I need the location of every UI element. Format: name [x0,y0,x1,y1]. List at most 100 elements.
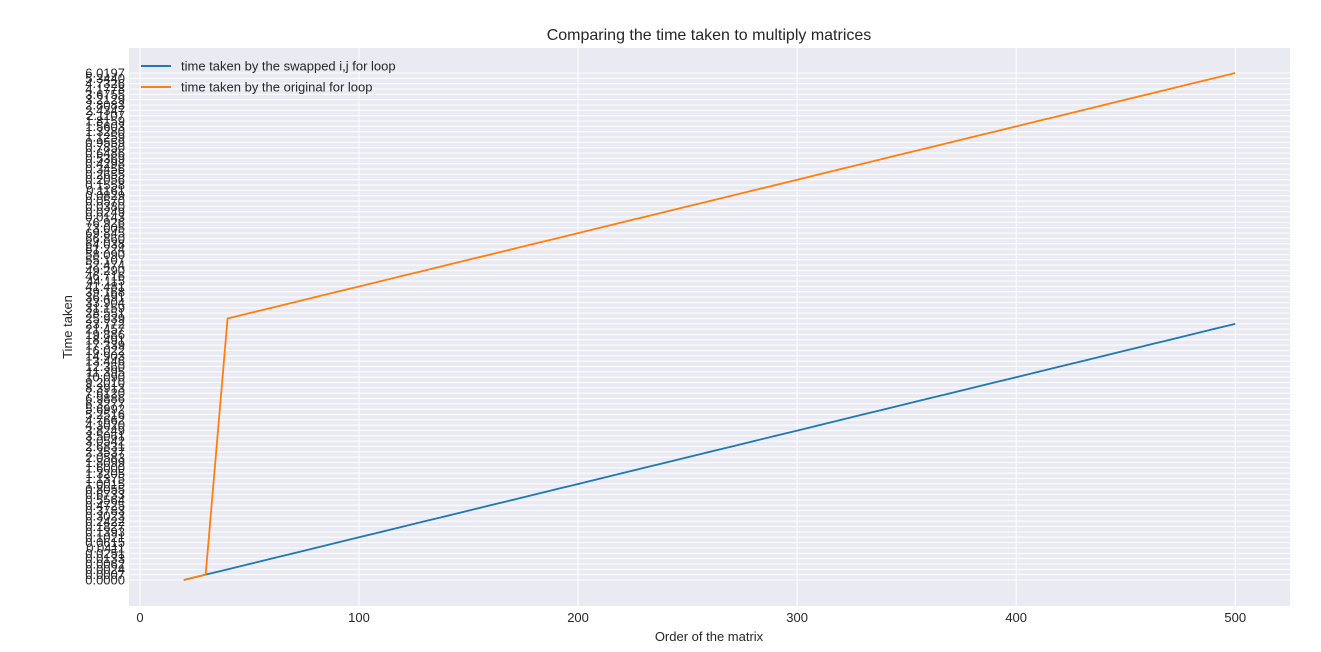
y-tick-label: 0.5564 [85,492,125,507]
y-tick-label: 23.772 [85,316,125,331]
y-tick-label: 6.0197 [85,66,125,81]
y-tick-label: 11.395 [86,364,125,379]
y-tick-label: 46.716 [85,268,125,283]
y-tick-label: 0.0615 [85,535,125,550]
y-tick-label: 9.2010 [85,375,125,390]
y-tick-label: 0.0570 [85,194,125,209]
y-tick-label: 0.3783 [85,503,125,518]
y-tick-label: 2.8083 [85,98,125,113]
y-tick-label: 76.926 [85,215,125,230]
y-tick-label: 39.168 [85,284,125,299]
y-tick-label: 1.6000 [85,460,125,475]
x-tick-label: 400 [1005,610,1027,625]
y-tick-label: 4.7662 [85,412,125,427]
y-tick-label: 18.491 [85,332,125,347]
y-tick-label: 1.0015 [85,476,125,491]
x-tick-label: 300 [786,610,808,625]
y-tick-label: 1.8159 [85,114,125,129]
y-tick-label: 16.022 [85,343,125,358]
y-tick-label: 1.1259 [85,130,125,145]
y-tick-label: 4.7326 [85,76,125,91]
y-tick-label: 0.1161 [86,183,125,198]
legend: time taken by the swapped i,j for loop ti… [141,59,396,95]
y-tick-label: 0.0062 [85,556,125,571]
y-tick-label: 73.005 [85,220,125,235]
y-tick-label: 0.3456 [85,162,125,177]
y-tick-label: 7.6120 [85,386,125,401]
y-tick-label: 0.1827 [85,519,125,534]
x-tick-label: 500 [1224,610,1246,625]
y-tick-label: 36.491 [85,290,125,305]
y-tick-label: 2.0583 [85,450,125,465]
y-tick-label: 3.6755 [85,87,125,102]
y-tick-label: 0.2056 [85,172,125,187]
series-line-0 [183,322,1236,581]
y-tick-label: 0.2422 [85,514,125,529]
y-tick-label: 55.107 [85,252,125,267]
y-tick-label: 0.6486 [85,146,125,161]
y-tick-label: 49.290 [85,263,125,278]
y-tick-label: 3.0542 [85,434,125,449]
y-tick-label: 3.5061 [85,428,125,443]
y-tick-label: 0.7850 [85,140,125,155]
y-tick-label: 2.4347 [85,103,125,118]
y-tick-label: 58.090 [85,247,125,262]
y-tick-label: 8.3913 [85,380,125,395]
x-tick-label: 200 [567,610,589,625]
y-tick-label: 3.8249 [85,423,125,438]
series-lines [183,72,1236,581]
y-tick-label: 0.0007 [85,567,125,582]
y-tick-label: 12.360 [85,359,125,374]
series-line-1 [183,72,1236,581]
y-tick-label: 0.1021 [85,530,125,545]
y-tick-label: 61.224 [85,242,125,257]
y-tick-label: 21.457 [85,322,125,337]
y-tick-label: 0.9559 [85,135,125,150]
chart-title: Comparing the time taken to multiply mat… [547,27,872,44]
x-axis-label: Order of the matrix [655,629,764,644]
y-tick-label: 0.0133 [85,551,125,566]
y-tick-label: 2.1107 [86,108,125,123]
y-tick-label: 19.886 [85,327,125,342]
y-tick-label: 52.474 [85,258,125,273]
x-ticks: 0 100 200 300 400 500 [136,610,1246,625]
y-tick-label: 4.3020 [85,418,125,433]
y-tick-label: 6.9886 [85,391,125,406]
y-tick-label: 10.090 [85,370,125,385]
y-tick-label: 69.845 [85,226,125,241]
x-tick-label: 100 [348,610,370,625]
y-tick-label: 0.5369 [85,151,125,166]
y-tick-label: 0.0024 [85,562,125,577]
y-tick-label: 44.115 [86,274,125,289]
y-tick-label: 0.1558 [85,178,125,193]
y-ticks: 0.00000.00070.00240.00620.01330.02510.04… [85,66,125,588]
y-axis-label: Time taken [60,295,75,359]
y-tick-label: 13.446 [85,354,125,369]
y-tick-label: 17.339 [85,338,125,353]
y-tick-label: 31.159 [85,300,125,315]
legend-label: time taken by the swapped i,j for loop [181,59,396,74]
y-tick-label: 41.481 [85,279,125,294]
y-tick-label: 6.3277 [85,396,125,411]
y-tick-label: 1.8099 [85,455,125,470]
y-tick-label: 1.3205 [85,466,125,481]
y-tick-label: 0.1393 [85,524,125,539]
plot-background [129,48,1290,606]
y-tick-label: 33.904 [85,295,125,310]
y-tick-label: 64.038 [85,236,125,251]
y-tick-label: 5.2516 [85,407,125,422]
y-tick-label: 2.6831 [85,439,125,454]
y-tick-label: 0.0411 [86,540,125,555]
y-tick-label: 1.3280 [85,124,125,139]
y-tick-label: 0.0143 [85,210,125,225]
y-tick-label: 25.939 [85,311,125,326]
y-tick-label: 3.2129 [85,92,125,107]
y-tick-label: 4.1778 [85,82,125,97]
y-tick-label: 5.3440 [85,71,125,86]
y-tick-label: 0.2655 [85,167,125,182]
y-tick-label: 0.3023 [85,508,125,523]
y-tick-label: 0.0380 [85,199,125,214]
y-tick-label: 0.0251 [85,546,125,561]
x-tick-label: 0 [136,610,143,625]
